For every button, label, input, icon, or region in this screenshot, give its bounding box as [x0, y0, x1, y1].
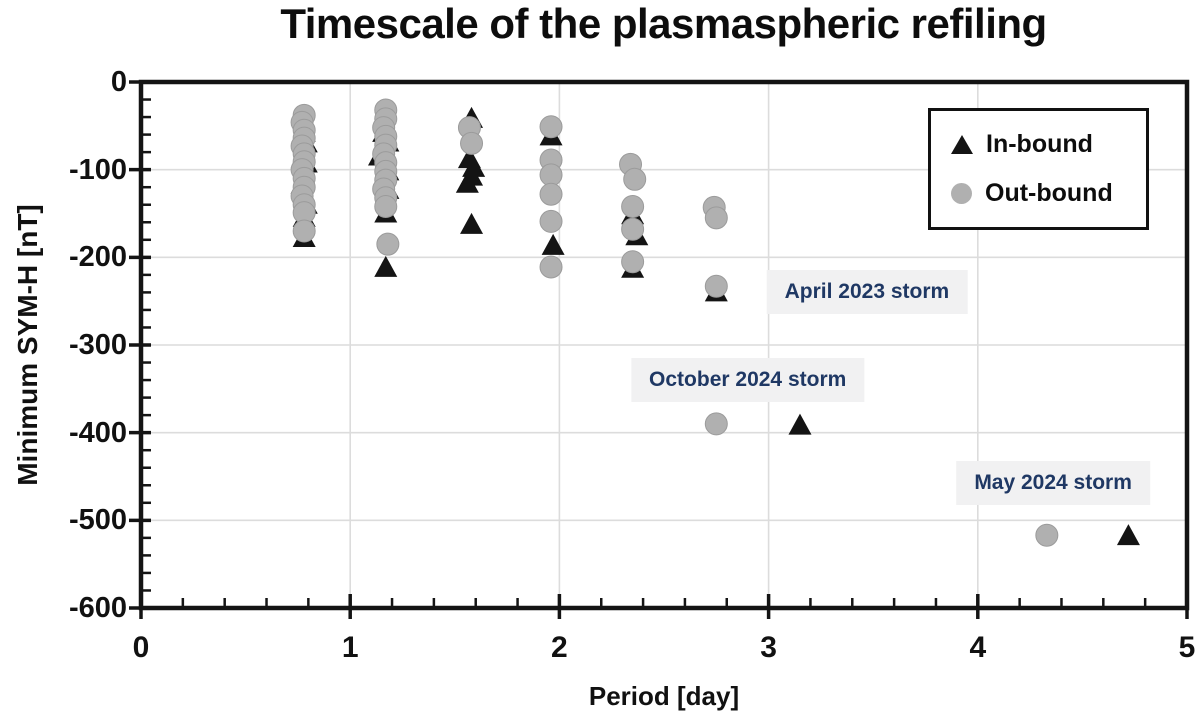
y-tick-label: -200: [68, 241, 127, 274]
gridlines: [141, 82, 1187, 608]
y-tick-label: -100: [68, 153, 127, 186]
legend-entry-in-bound: In-bound: [951, 130, 1146, 159]
y-tick-label: 0: [110, 66, 127, 98]
triangle-marker-icon: [951, 135, 973, 155]
y-tick-label: -500: [68, 504, 127, 537]
annotation-october-2024-storm: October 2024 storm: [631, 358, 865, 403]
x-tick-label: 4: [969, 631, 987, 664]
y-tick-label: -400: [68, 416, 127, 449]
legend-label-in-bound: In-bound: [986, 130, 1093, 159]
circle-marker-icon: [951, 182, 972, 204]
annotation-april-2023-storm: April 2023 storm: [766, 270, 968, 315]
y-tick-label: -600: [68, 592, 127, 624]
legend-label-out-bound: Out-bound: [985, 178, 1113, 207]
annotation-may-2024-storm: May 2024 storm: [956, 460, 1150, 505]
x-tick-label: 1: [341, 631, 359, 664]
legend-entry-out-bound: Out-bound: [951, 179, 1146, 208]
legend: In-bound Out-bound: [928, 108, 1149, 230]
out-bound-points: [290, 98, 1059, 547]
axes: [129, 79, 1190, 619]
y-tick-label: -300: [68, 329, 127, 361]
x-axis-title: Period [day]: [588, 681, 740, 711]
x-tick-label: 3: [760, 631, 777, 664]
x-tick-label: 0: [132, 631, 150, 664]
x-tick-label: 5: [1178, 631, 1196, 664]
chart-title: Timescale of the plasmaspheric refiling: [280, 0, 1047, 47]
x-tick-label: 2: [551, 631, 568, 664]
